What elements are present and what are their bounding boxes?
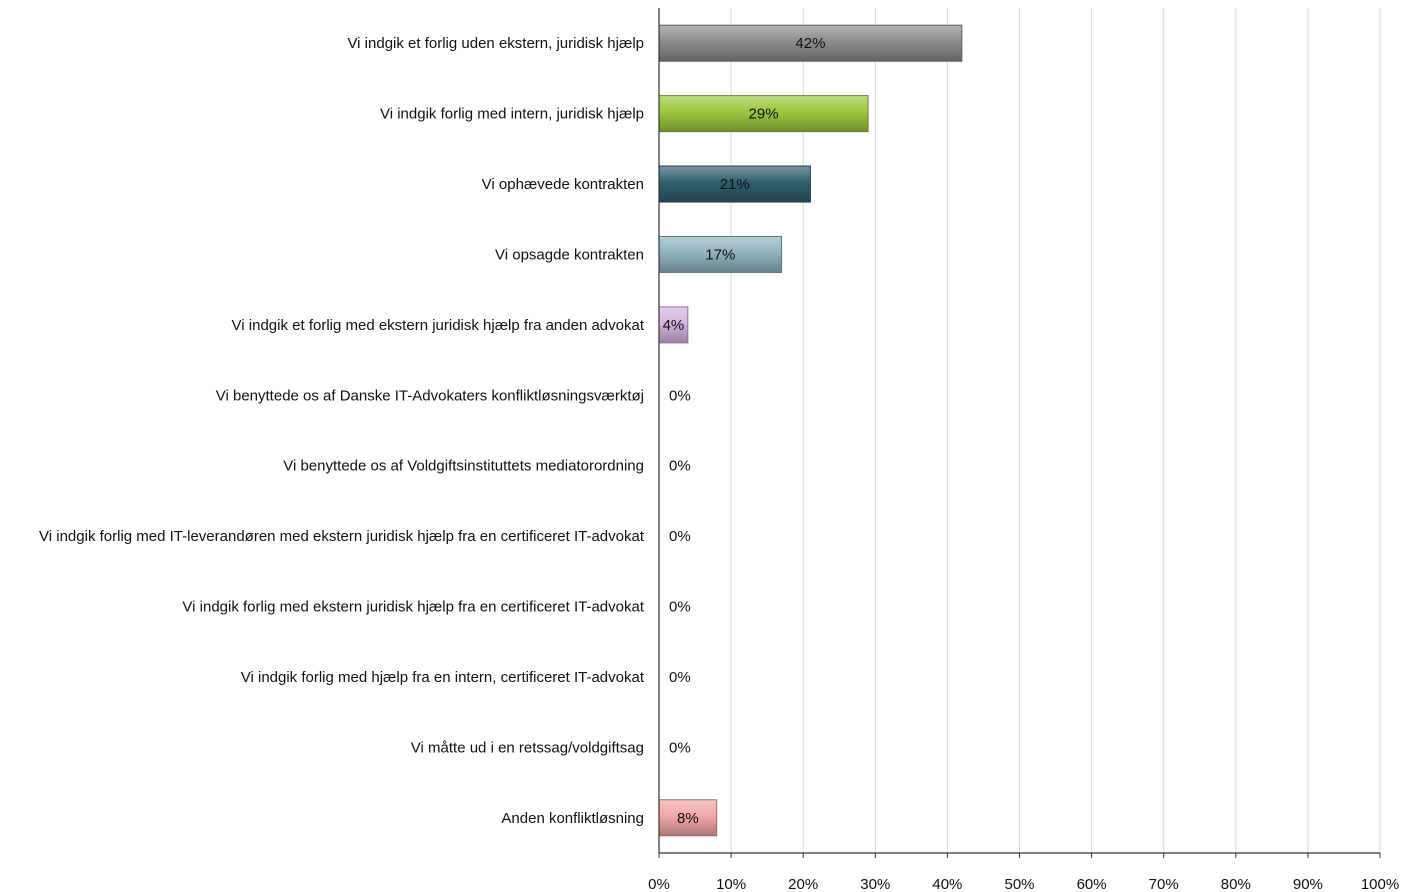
bars xyxy=(658,24,963,837)
x-tick-labels: 0% 10% 20% 30% 40% 50% 60% 70% 80% 90% 100% xyxy=(648,876,1399,892)
x-tick-label: 0% xyxy=(648,876,670,892)
x-tick-label: 20% xyxy=(788,876,818,892)
category-label: Vi opsagde kontrakten xyxy=(495,246,644,263)
category-label: Vi indgik et forlig med ekstern juridisk… xyxy=(232,317,645,334)
category-label: Vi indgik et forlig uden ekstern, juridi… xyxy=(347,35,644,52)
value-label: 0% xyxy=(669,387,691,404)
category-label: Vi indgik forlig med hjælp fra en intern… xyxy=(241,669,645,686)
category-label: Vi indgik forlig med IT-leverandøren med… xyxy=(39,528,645,545)
value-label: 8% xyxy=(677,810,699,827)
value-label: 0% xyxy=(669,599,691,616)
category-label: Vi måtte ud i en retssag/voldgiftsag xyxy=(411,739,644,756)
value-label: 4% xyxy=(663,317,685,334)
x-tick-label: 60% xyxy=(1077,876,1107,892)
value-label: 0% xyxy=(669,528,691,545)
category-labels: Vi indgik et forlig uden ekstern, juridi… xyxy=(39,35,645,827)
bar xyxy=(658,24,963,62)
x-tick-label: 50% xyxy=(1004,876,1034,892)
category-label: Anden konfliktløsning xyxy=(501,810,644,827)
x-tick-label: 10% xyxy=(716,876,746,892)
x-tick-label: 80% xyxy=(1221,876,1251,892)
x-tick-label: 90% xyxy=(1293,876,1323,892)
category-label: Vi indgik forlig med intern, juridisk hj… xyxy=(380,106,644,123)
value-label: 21% xyxy=(720,176,750,193)
category-label: Vi ophævede kontrakten xyxy=(482,176,644,193)
value-labels: 42% 29% 21% 17% 4% 0% 0% 0% 0% 0% 0% 8% xyxy=(663,35,826,827)
x-tick-label: 100% xyxy=(1361,876,1399,892)
value-label: 0% xyxy=(669,458,691,475)
category-label: Vi benyttede os af Danske IT-Advokaters … xyxy=(216,387,644,404)
x-tick-label: 30% xyxy=(860,876,890,892)
category-label: Vi indgik forlig med ekstern juridisk hj… xyxy=(182,599,644,616)
x-tick-label: 70% xyxy=(1149,876,1179,892)
x-tick-label: 40% xyxy=(932,876,962,892)
value-label: 42% xyxy=(795,35,825,52)
value-label: 29% xyxy=(749,106,779,123)
value-label: 0% xyxy=(669,669,691,686)
value-label: 0% xyxy=(669,739,691,756)
value-label: 17% xyxy=(705,246,735,263)
axes xyxy=(658,8,1381,858)
gridlines xyxy=(730,8,1381,853)
category-label: Vi benyttede os af Voldgiftsinstituttets… xyxy=(283,458,644,475)
